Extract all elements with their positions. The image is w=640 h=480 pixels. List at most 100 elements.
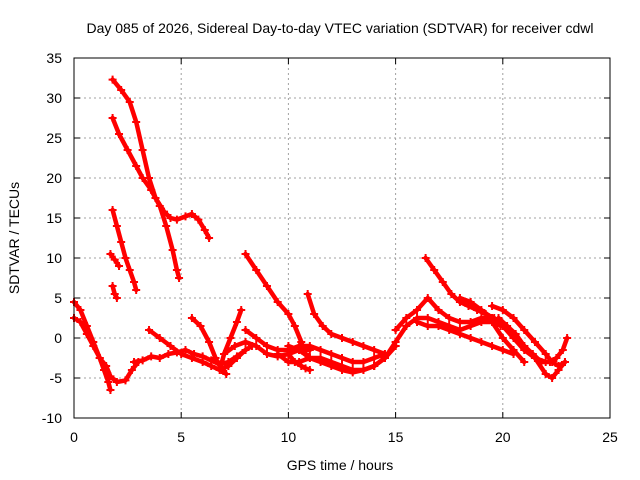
series-arc-5	[108, 282, 121, 302]
data-point	[106, 372, 115, 381]
data-point	[164, 350, 173, 358]
data-point	[290, 322, 299, 330]
series-arc-23	[413, 318, 518, 358]
x-tick-label: 5	[177, 429, 185, 445]
data-point	[554, 366, 563, 374]
x-tick-label: 10	[281, 429, 297, 445]
y-tick-label: -5	[50, 370, 63, 386]
series-arc-26	[509, 330, 569, 382]
series-arc-17	[303, 290, 389, 358]
data-point	[112, 378, 121, 386]
data-point	[370, 346, 379, 354]
data-point	[132, 162, 141, 170]
data-point	[327, 350, 336, 358]
data-point	[466, 318, 475, 326]
data-point	[252, 334, 261, 342]
data-point	[318, 322, 327, 330]
data-point	[558, 346, 567, 354]
data-point	[252, 342, 261, 350]
data-point	[273, 298, 282, 306]
data-point	[172, 266, 181, 274]
data-point	[563, 334, 572, 342]
data-point	[423, 322, 432, 330]
data-point	[222, 370, 231, 378]
y-axis-label: SDTVAR / TECUs	[6, 182, 22, 294]
data-point	[172, 215, 181, 224]
data-point	[391, 326, 400, 334]
data-point	[310, 310, 319, 318]
data-point	[232, 318, 241, 326]
data-point	[338, 354, 346, 362]
data-point	[262, 350, 271, 358]
data-point	[262, 282, 271, 290]
data-point	[503, 322, 512, 330]
data-point	[545, 358, 554, 366]
series-arc-18	[284, 350, 314, 374]
data-point	[127, 366, 136, 374]
data-point	[89, 342, 98, 350]
x-tick-label: 25	[602, 429, 618, 445]
data-point	[327, 362, 336, 370]
y-tick-label: 35	[46, 50, 62, 66]
data-point	[466, 298, 475, 306]
data-point	[552, 354, 561, 362]
series-arc-1	[108, 75, 214, 242]
data-point	[380, 354, 389, 362]
data-point	[106, 250, 115, 258]
data-point	[509, 314, 518, 322]
data-point	[370, 362, 379, 370]
data-point	[316, 358, 325, 366]
data-point	[498, 334, 507, 342]
data-point	[194, 215, 203, 224]
data-point	[187, 314, 196, 322]
data-point	[290, 358, 299, 366]
data-point	[108, 75, 117, 84]
data-point	[391, 338, 400, 346]
data-point	[455, 318, 464, 326]
data-point	[520, 358, 529, 366]
data-point	[115, 130, 124, 138]
data-point	[434, 322, 443, 330]
data-point	[166, 214, 175, 222]
data-point	[177, 350, 186, 358]
data-point	[477, 306, 486, 314]
data-point	[327, 330, 336, 338]
data-point	[423, 314, 432, 322]
data-point	[348, 338, 357, 346]
data-point	[303, 290, 312, 298]
data-point	[348, 358, 357, 366]
data-point	[273, 350, 282, 358]
series-arc-2	[108, 114, 184, 282]
data-point	[359, 342, 368, 350]
data-point	[187, 210, 196, 218]
data-point	[132, 286, 141, 294]
series-arc-3	[108, 206, 141, 294]
data-point	[108, 114, 117, 122]
data-point	[305, 354, 314, 362]
data-point	[117, 86, 126, 94]
data-point	[541, 370, 550, 378]
data-point	[301, 364, 310, 373]
data-point	[166, 342, 175, 350]
y-tick-label: 0	[54, 330, 62, 346]
data-point	[509, 330, 518, 338]
data-point	[498, 346, 507, 354]
data-point	[226, 334, 235, 342]
data-point	[520, 326, 529, 334]
data-point	[147, 186, 156, 194]
data-point	[305, 342, 314, 350]
data-point	[95, 354, 104, 362]
y-tick-label: 5	[54, 290, 62, 306]
data-point	[438, 278, 447, 286]
data-point	[338, 334, 346, 342]
data-point	[413, 306, 422, 314]
data-points	[70, 75, 572, 394]
data-point	[205, 234, 214, 242]
y-tick-labels: -10 -5 0 5 10 15 20 25 30 35	[42, 50, 62, 426]
data-point	[168, 246, 177, 254]
data-point	[187, 354, 196, 362]
data-point	[498, 306, 507, 314]
data-point	[175, 274, 184, 282]
data-point	[284, 342, 293, 350]
